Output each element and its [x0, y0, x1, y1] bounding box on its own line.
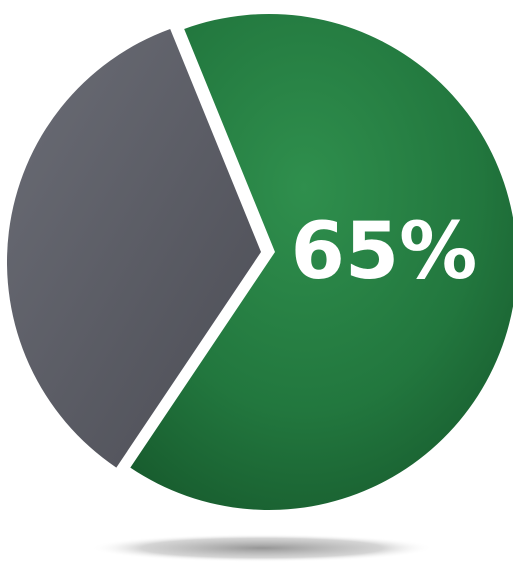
pie-shadow — [90, 534, 434, 562]
slice-data-label: 65% — [291, 207, 478, 297]
pie-slice-green — [130, 14, 513, 510]
pie-slices — [7, 14, 513, 510]
pie-slice-grey — [7, 28, 262, 468]
